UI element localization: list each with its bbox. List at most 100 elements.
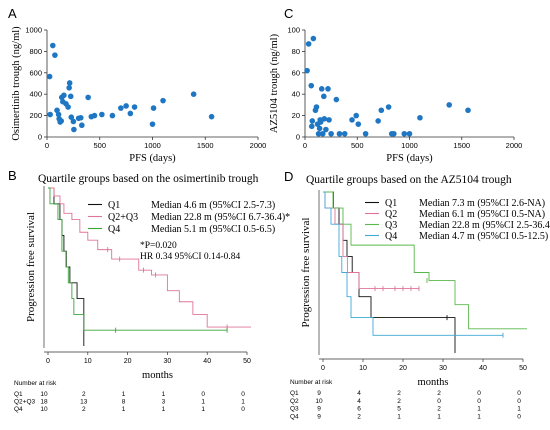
data-point <box>47 111 53 118</box>
data-point <box>391 130 397 137</box>
x-tick-label: 1000 <box>401 141 418 150</box>
x-tick-label: 40 <box>203 358 211 365</box>
risk-table-cell: 1 <box>122 391 126 398</box>
legend-label-Q1: Median 4.6 m (95%CI 2.5-7.3) <box>151 200 275 211</box>
risk-table-group: Q4 <box>290 413 299 420</box>
data-point <box>353 112 360 119</box>
km-curve-Q2 <box>323 191 419 290</box>
km-curve-Q2+Q3 <box>48 187 251 328</box>
y-axis-label: Progression free survival <box>300 218 312 328</box>
x-tick-label: 1500 <box>197 141 214 150</box>
data-point <box>385 104 392 110</box>
data-point <box>160 97 166 104</box>
risk-table-cell: 2 <box>82 391 86 398</box>
data-point <box>150 105 157 111</box>
risk-table-cell: 10 <box>40 391 48 398</box>
data-point <box>131 104 138 110</box>
data-point <box>446 102 453 108</box>
data-point <box>55 111 62 118</box>
x-tick-label: 20 <box>399 365 407 372</box>
risk-table-cell: 0 <box>517 390 521 397</box>
legend-label-Q2: Median 6.1 m (95%CI 0.5-NA) <box>419 209 545 220</box>
y-tick-label: 1000 <box>25 26 42 35</box>
risk-table-cell: 1 <box>122 406 126 413</box>
y-tick-label: 60 <box>292 68 300 77</box>
x-tick-label: 50 <box>243 358 251 365</box>
data-point <box>68 114 75 121</box>
x-axis-label: PFS (days) <box>386 153 433 164</box>
y-tick-label: 200 <box>29 111 42 120</box>
data-point <box>66 84 72 91</box>
legend-group-Q4: Q4 <box>385 231 397 242</box>
x-tick-label: 2000 <box>250 141 267 150</box>
data-point <box>70 118 77 125</box>
data-point <box>118 105 124 111</box>
data-point <box>91 112 98 119</box>
data-point <box>318 86 325 92</box>
risk-table-cell: 1 <box>437 413 441 420</box>
data-point <box>406 130 413 137</box>
risk-table-cell: 1 <box>477 413 481 420</box>
risk-table-cell: 1 <box>241 399 245 406</box>
data-point <box>341 130 348 137</box>
data-point <box>328 130 334 137</box>
risk-table-group: Q1 <box>290 390 299 397</box>
x-axis-label: months <box>142 370 173 381</box>
data-point <box>127 110 134 117</box>
x-tick-label: 30 <box>164 358 172 365</box>
data-point <box>149 121 156 127</box>
risk-table-cell: 0 <box>241 391 245 398</box>
y-axis-label: Osimertinib trough (ng/ml) <box>11 26 22 141</box>
data-point <box>313 104 320 110</box>
data-point <box>308 123 315 130</box>
x-tick-label: 10 <box>84 358 92 365</box>
y-tick-label: 400 <box>29 90 42 99</box>
data-point <box>77 114 84 121</box>
risk-table-group: Q2 <box>290 398 299 405</box>
legend-label-Q4: Median 4.7 m (95%CI 0.5-12.5) <box>419 231 548 242</box>
x-tick-label: 20 <box>124 358 132 365</box>
panel-b-title: Quartile groups based on the osimertinib… <box>38 173 259 185</box>
data-point <box>465 107 471 114</box>
data-point <box>66 80 73 86</box>
risk-table-cell: 1 <box>517 406 521 413</box>
risk-table-cell: 0 <box>241 406 245 413</box>
risk-table-cell: 0 <box>517 398 521 405</box>
risk-table-cell: 0 <box>477 390 481 397</box>
data-point <box>308 82 315 89</box>
x-tick-label: 0 <box>303 141 307 150</box>
risk-table-cell: 9 <box>317 390 321 397</box>
data-point <box>315 130 322 137</box>
panel-d-title: Quartile groups based on the AZ5104 trou… <box>306 174 512 186</box>
y-tick-label: 40 <box>292 90 300 99</box>
legend-label-Q4: Median 5.1 m (95%CI 0.5-6.5) <box>151 224 275 235</box>
legend-label-Q3: Median 22.8 m (95%CI 2.5-36.4) <box>419 220 550 231</box>
panel-letter-b: B <box>8 168 17 183</box>
x-tick-label: 0 <box>45 141 49 150</box>
legend-group-Q4: Q4 <box>108 224 120 235</box>
data-point <box>325 86 331 92</box>
legend-label-Q1: Median 7.3 m (95%CI 2.6-NA) <box>419 198 545 209</box>
x-tick-label: 0 <box>321 365 325 372</box>
y-tick-label: 100 <box>287 26 300 35</box>
y-tick-label: 20 <box>292 111 300 120</box>
data-point <box>326 117 332 123</box>
data-point <box>67 93 74 100</box>
y-tick-label: 0 <box>296 133 300 142</box>
y-tick-label: 80 <box>292 47 300 56</box>
risk-table-cell: 4 <box>357 390 361 397</box>
risk-table-group: Q3 <box>290 406 299 413</box>
risk-table-cell: 0 <box>517 413 521 420</box>
legend-group-Q1: Q1 <box>108 200 120 211</box>
risk-table-group: Q1 <box>14 391 23 398</box>
risk-table-cell: 4 <box>357 398 361 405</box>
data-point <box>85 94 91 101</box>
x-tick-label: 0 <box>46 358 50 365</box>
data-point <box>123 103 129 109</box>
data-point <box>99 111 105 118</box>
legend-group-Q3: Q3 <box>385 220 397 231</box>
risk-table-cell: 3 <box>162 399 166 406</box>
risk-table-cell: 2 <box>437 390 441 397</box>
